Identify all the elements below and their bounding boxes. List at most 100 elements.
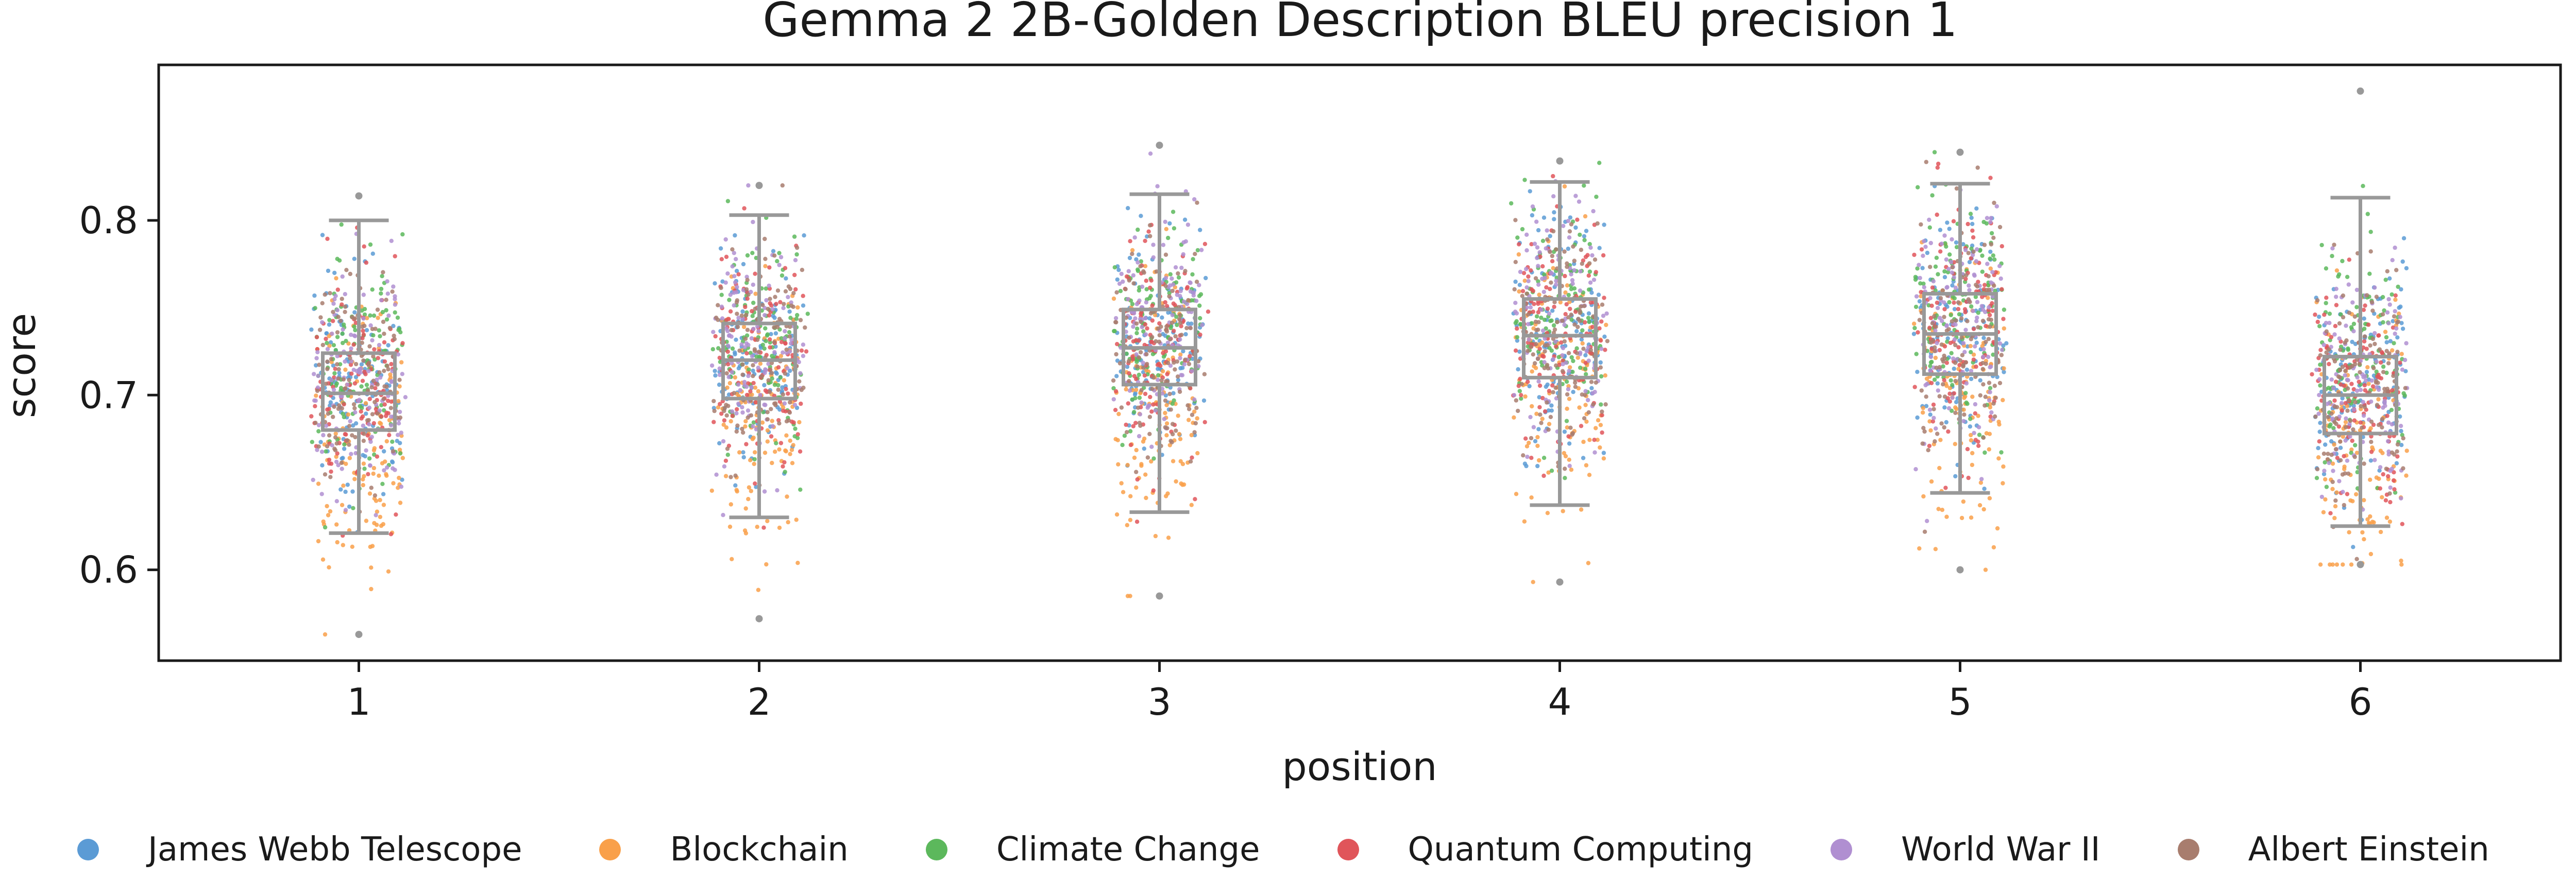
strip-point xyxy=(321,519,326,524)
strip-point xyxy=(770,307,775,312)
strip-point xyxy=(777,263,782,267)
strip-point xyxy=(773,331,778,336)
legend-label: World War II xyxy=(1901,831,2100,869)
strip-point xyxy=(338,487,343,492)
strip-point xyxy=(363,401,368,406)
strip-point xyxy=(1973,402,1978,407)
strip-point xyxy=(1137,395,1142,400)
strip-point xyxy=(713,281,717,286)
strip-point xyxy=(1166,235,1171,240)
strip-point xyxy=(736,316,741,320)
strip-point xyxy=(1950,395,1955,400)
strip-point xyxy=(1530,369,1534,374)
strip-point xyxy=(2366,521,2371,525)
strip-point xyxy=(1131,281,1136,286)
strip-point xyxy=(1570,431,1575,436)
strip-point xyxy=(711,420,716,424)
strip-point xyxy=(382,468,386,473)
strip-point xyxy=(742,379,747,384)
strip-point xyxy=(786,391,790,396)
strip-point xyxy=(1970,451,1975,456)
strip-point xyxy=(1948,260,1954,265)
strip-point xyxy=(1959,316,1964,321)
outlier-point xyxy=(1556,578,1564,586)
strip-point xyxy=(1598,423,1603,427)
strip-point xyxy=(2394,461,2399,465)
strip-point xyxy=(788,452,792,456)
strip-point xyxy=(776,383,781,388)
strip-point xyxy=(2353,400,2358,405)
strip-point xyxy=(1584,229,1589,233)
strip-point xyxy=(772,401,777,406)
strip-point xyxy=(1963,277,1968,281)
strip-point xyxy=(1132,410,1137,415)
strip-point xyxy=(751,368,755,373)
strip-point xyxy=(1942,300,1946,305)
strip-point xyxy=(332,371,337,376)
strip-point xyxy=(2330,246,2335,251)
strip-point xyxy=(1596,292,1601,297)
strip-point xyxy=(1139,214,1143,218)
strip-point xyxy=(1599,402,1603,407)
strip-point xyxy=(1578,288,1583,293)
strip-point xyxy=(1167,291,1172,296)
strip-point xyxy=(2315,319,2320,324)
strip-point xyxy=(2002,370,2006,374)
strip-point xyxy=(1166,536,1171,540)
strip-point xyxy=(1580,328,1585,333)
strip-point xyxy=(1965,319,1970,323)
strip-point xyxy=(752,461,756,467)
strip-point xyxy=(1553,344,1558,349)
strip-point xyxy=(788,316,793,320)
strip-point xyxy=(2351,321,2357,326)
strip-point xyxy=(2334,490,2339,495)
strip-point xyxy=(2377,347,2382,352)
strip-point xyxy=(1988,414,1993,419)
strip-point xyxy=(2345,386,2350,391)
strip-point xyxy=(1997,264,2002,268)
strip-point xyxy=(349,452,353,456)
strip-point xyxy=(1529,242,1534,247)
strip-point xyxy=(749,489,754,493)
box-iqr xyxy=(1522,297,1598,379)
strip-point xyxy=(1990,301,1994,306)
strip-point xyxy=(1114,290,1119,295)
strip-point xyxy=(2381,405,2385,410)
strip-point xyxy=(1942,356,1947,361)
strip-point xyxy=(1912,252,1917,257)
strip-point xyxy=(721,513,725,517)
strip-point xyxy=(324,336,328,341)
strip-point xyxy=(1961,419,1966,423)
strip-point xyxy=(1922,529,1927,534)
strip-point xyxy=(316,539,321,544)
strip-point xyxy=(1566,292,1571,298)
strip-point xyxy=(400,232,405,237)
strip-point xyxy=(2334,303,2339,307)
strip-point xyxy=(2400,326,2405,331)
strip-point xyxy=(1991,352,1995,357)
strip-point xyxy=(744,392,750,398)
strip-point xyxy=(1914,294,1919,299)
strip-point xyxy=(2321,472,2327,476)
outlier-point xyxy=(755,182,763,189)
strip-point xyxy=(769,371,774,375)
strip-point xyxy=(1982,243,1987,247)
strip-point xyxy=(393,468,397,472)
strip-point xyxy=(1981,382,1986,387)
strip-point xyxy=(382,402,387,407)
strip-point xyxy=(778,255,784,260)
strip-point xyxy=(2333,498,2338,503)
strip-point xyxy=(395,315,400,320)
strip-point xyxy=(2359,404,2363,408)
strip-point xyxy=(723,237,728,242)
strip-point xyxy=(1969,515,1974,520)
strip-point xyxy=(360,340,364,345)
strip-point xyxy=(1187,361,1192,367)
strip-point xyxy=(721,422,726,427)
strip-point xyxy=(1987,496,1992,501)
strip-point xyxy=(723,280,728,285)
strip-point xyxy=(2343,373,2347,378)
strip-point xyxy=(1928,240,1933,246)
strip-point xyxy=(1514,492,1519,496)
